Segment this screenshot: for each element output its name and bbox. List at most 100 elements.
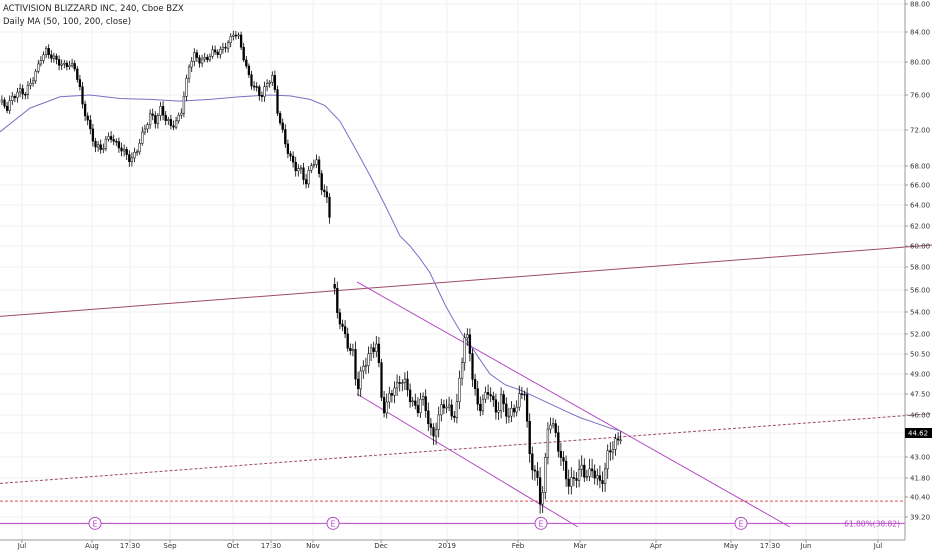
candle-body <box>232 34 235 37</box>
time-axis[interactable]: Jul Aug 17:30 Sep Oct 17:30 Nov Dec 2019 Feb Mar Ap… <box>0 539 905 550</box>
candle-body <box>151 113 154 116</box>
candle-body <box>356 378 360 390</box>
candle-body <box>3 99 6 107</box>
x-tick-label: 17:30 <box>261 542 281 550</box>
x-tick-label: 17:30 <box>120 542 140 550</box>
candle-body <box>16 91 19 98</box>
earnings-marker <box>326 516 340 530</box>
candle-body <box>364 365 368 367</box>
trend-lines[interactable] <box>0 244 932 528</box>
candle-body <box>94 140 97 148</box>
candle-body <box>593 470 596 479</box>
candle-body <box>255 86 258 88</box>
candle-body <box>29 82 32 86</box>
candle-body <box>445 406 448 409</box>
candle-body <box>50 54 53 59</box>
candle-body <box>411 400 414 403</box>
y-tick-label: 46.00 <box>910 412 930 420</box>
candle-body <box>416 405 420 413</box>
earnings-marker-label: E <box>92 519 97 528</box>
candle-body <box>408 389 412 402</box>
candle-body <box>190 61 193 68</box>
candle-body <box>224 46 227 49</box>
candle-body <box>148 113 152 125</box>
x-tick-label: Dec <box>374 542 388 550</box>
candle-body <box>489 394 492 397</box>
candle-body <box>427 410 430 425</box>
candle-body <box>86 115 89 121</box>
candle-body <box>538 477 542 505</box>
candle-body <box>265 83 269 87</box>
price-axis[interactable]: 88.00 84.00 80.00 76.00 72.00 68.00 66.00 64.00… <box>904 0 932 540</box>
candle-body <box>135 151 139 154</box>
candle-body <box>89 119 92 130</box>
candle-body <box>492 395 495 401</box>
candle-body <box>559 450 563 458</box>
candle-body <box>128 154 131 162</box>
x-tick-label: Apr <box>650 542 662 550</box>
candle-body <box>21 88 24 95</box>
candle-body <box>169 119 173 126</box>
candle-body <box>206 56 209 61</box>
candle-body <box>609 450 612 453</box>
candle-body <box>421 396 425 400</box>
y-tick-label: 40.40 <box>910 494 930 502</box>
candle-body <box>450 404 453 417</box>
candle-body <box>551 423 555 426</box>
ma-line <box>0 94 621 432</box>
candle-body <box>603 468 607 485</box>
candle-body <box>515 406 518 413</box>
candle-body <box>242 47 245 61</box>
candle-body <box>325 191 329 198</box>
candle-body <box>619 439 622 442</box>
price-candles <box>0 30 622 514</box>
candle-body <box>442 404 446 409</box>
candle-body <box>195 52 199 58</box>
candle-body <box>458 377 461 403</box>
candle-body <box>70 63 74 66</box>
candle-body <box>13 96 17 98</box>
candle-body <box>302 167 305 180</box>
candle-body <box>216 51 219 55</box>
candle-body <box>398 382 401 384</box>
candle-body <box>260 95 264 97</box>
candle-body <box>359 370 362 390</box>
candle-body <box>271 75 274 83</box>
y-tick-label: 84.00 <box>910 29 930 37</box>
candle-body <box>268 81 271 84</box>
candle-body <box>320 173 323 191</box>
y-tick-label: 68.00 <box>910 163 930 171</box>
candle-body <box>505 403 508 417</box>
y-tick-label: 64.00 <box>910 202 930 210</box>
candle-body <box>310 165 313 171</box>
candle-body <box>434 429 438 437</box>
candle-body <box>34 71 37 82</box>
candle-body <box>245 59 248 67</box>
candle-body <box>164 114 167 121</box>
candle-body <box>380 362 383 398</box>
candle-body <box>18 88 22 93</box>
price-tag-label: 44.62 <box>908 430 928 438</box>
candle-body <box>614 438 617 450</box>
candle-body <box>499 394 503 411</box>
candle-body <box>616 438 620 441</box>
candle-body <box>76 68 79 80</box>
candle-body <box>338 312 342 325</box>
candle-body <box>406 378 409 391</box>
x-tick-label: Jul <box>873 542 883 550</box>
candle-body <box>323 189 326 193</box>
candle-body <box>315 159 318 165</box>
candle-body <box>187 66 191 79</box>
candle-body <box>369 347 373 354</box>
candle-body <box>185 77 188 97</box>
candle-body <box>429 423 433 428</box>
y-tick-label: 47.50 <box>910 391 930 399</box>
candle-body <box>403 378 407 383</box>
y-tick-label: 50.50 <box>910 351 930 359</box>
long-trendline <box>0 244 932 317</box>
candle-body <box>575 478 578 481</box>
channel-lower <box>356 393 579 528</box>
candle-body <box>37 63 40 72</box>
candle-body <box>531 453 534 471</box>
candle-body <box>312 164 316 167</box>
